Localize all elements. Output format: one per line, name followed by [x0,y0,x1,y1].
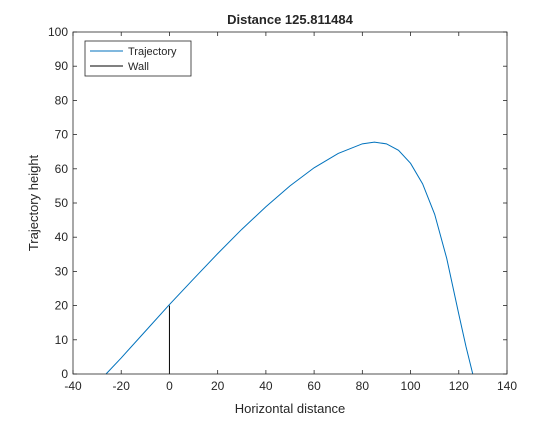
x-tick-label: 40 [259,379,273,393]
y-tick-label: 80 [55,93,69,107]
axes-layer: -40 -20 0 20 40 60 80 100 120 140 0 10 20 30 40 50 60 70 8… [48,25,517,393]
y-tick-label: 100 [48,25,68,39]
x-tick-label: 0 [166,379,173,393]
series-line-trajectory [105,141,474,375]
plot-area [73,32,507,374]
y-axis-label: Trajectory height [26,154,41,251]
y-tick-label: 70 [55,128,69,142]
y-tick-label: 50 [55,196,69,210]
y-tick-label: 20 [55,299,69,313]
y-tick-label: 30 [55,264,69,278]
x-tick-label: -40 [64,379,82,393]
x-tick-label: 60 [307,379,321,393]
x-tick-label: 140 [497,379,517,393]
x-tick-label: 100 [401,379,421,393]
legend-label-trajectory: Trajectory [128,46,177,58]
x-axis-label: Horizontal distance [235,401,346,416]
legend-label-wall: Wall [128,61,149,73]
x-tick-label: -20 [113,379,131,393]
legend-box [84,40,192,77]
legend[interactable]: Trajectory Wall [84,40,192,77]
x-tick-label: 80 [356,379,370,393]
y-tick-label: 60 [55,162,69,176]
series-layer [105,141,474,375]
chart-title: Distance 125.811484 [227,12,354,27]
x-tick-label: 120 [449,379,469,393]
x-tick-label: 20 [211,379,225,393]
y-tick-label: 10 [55,333,69,347]
y-tick-label: 40 [55,230,69,244]
y-tick-label: 0 [61,367,68,381]
y-tick-label: 90 [55,59,69,73]
